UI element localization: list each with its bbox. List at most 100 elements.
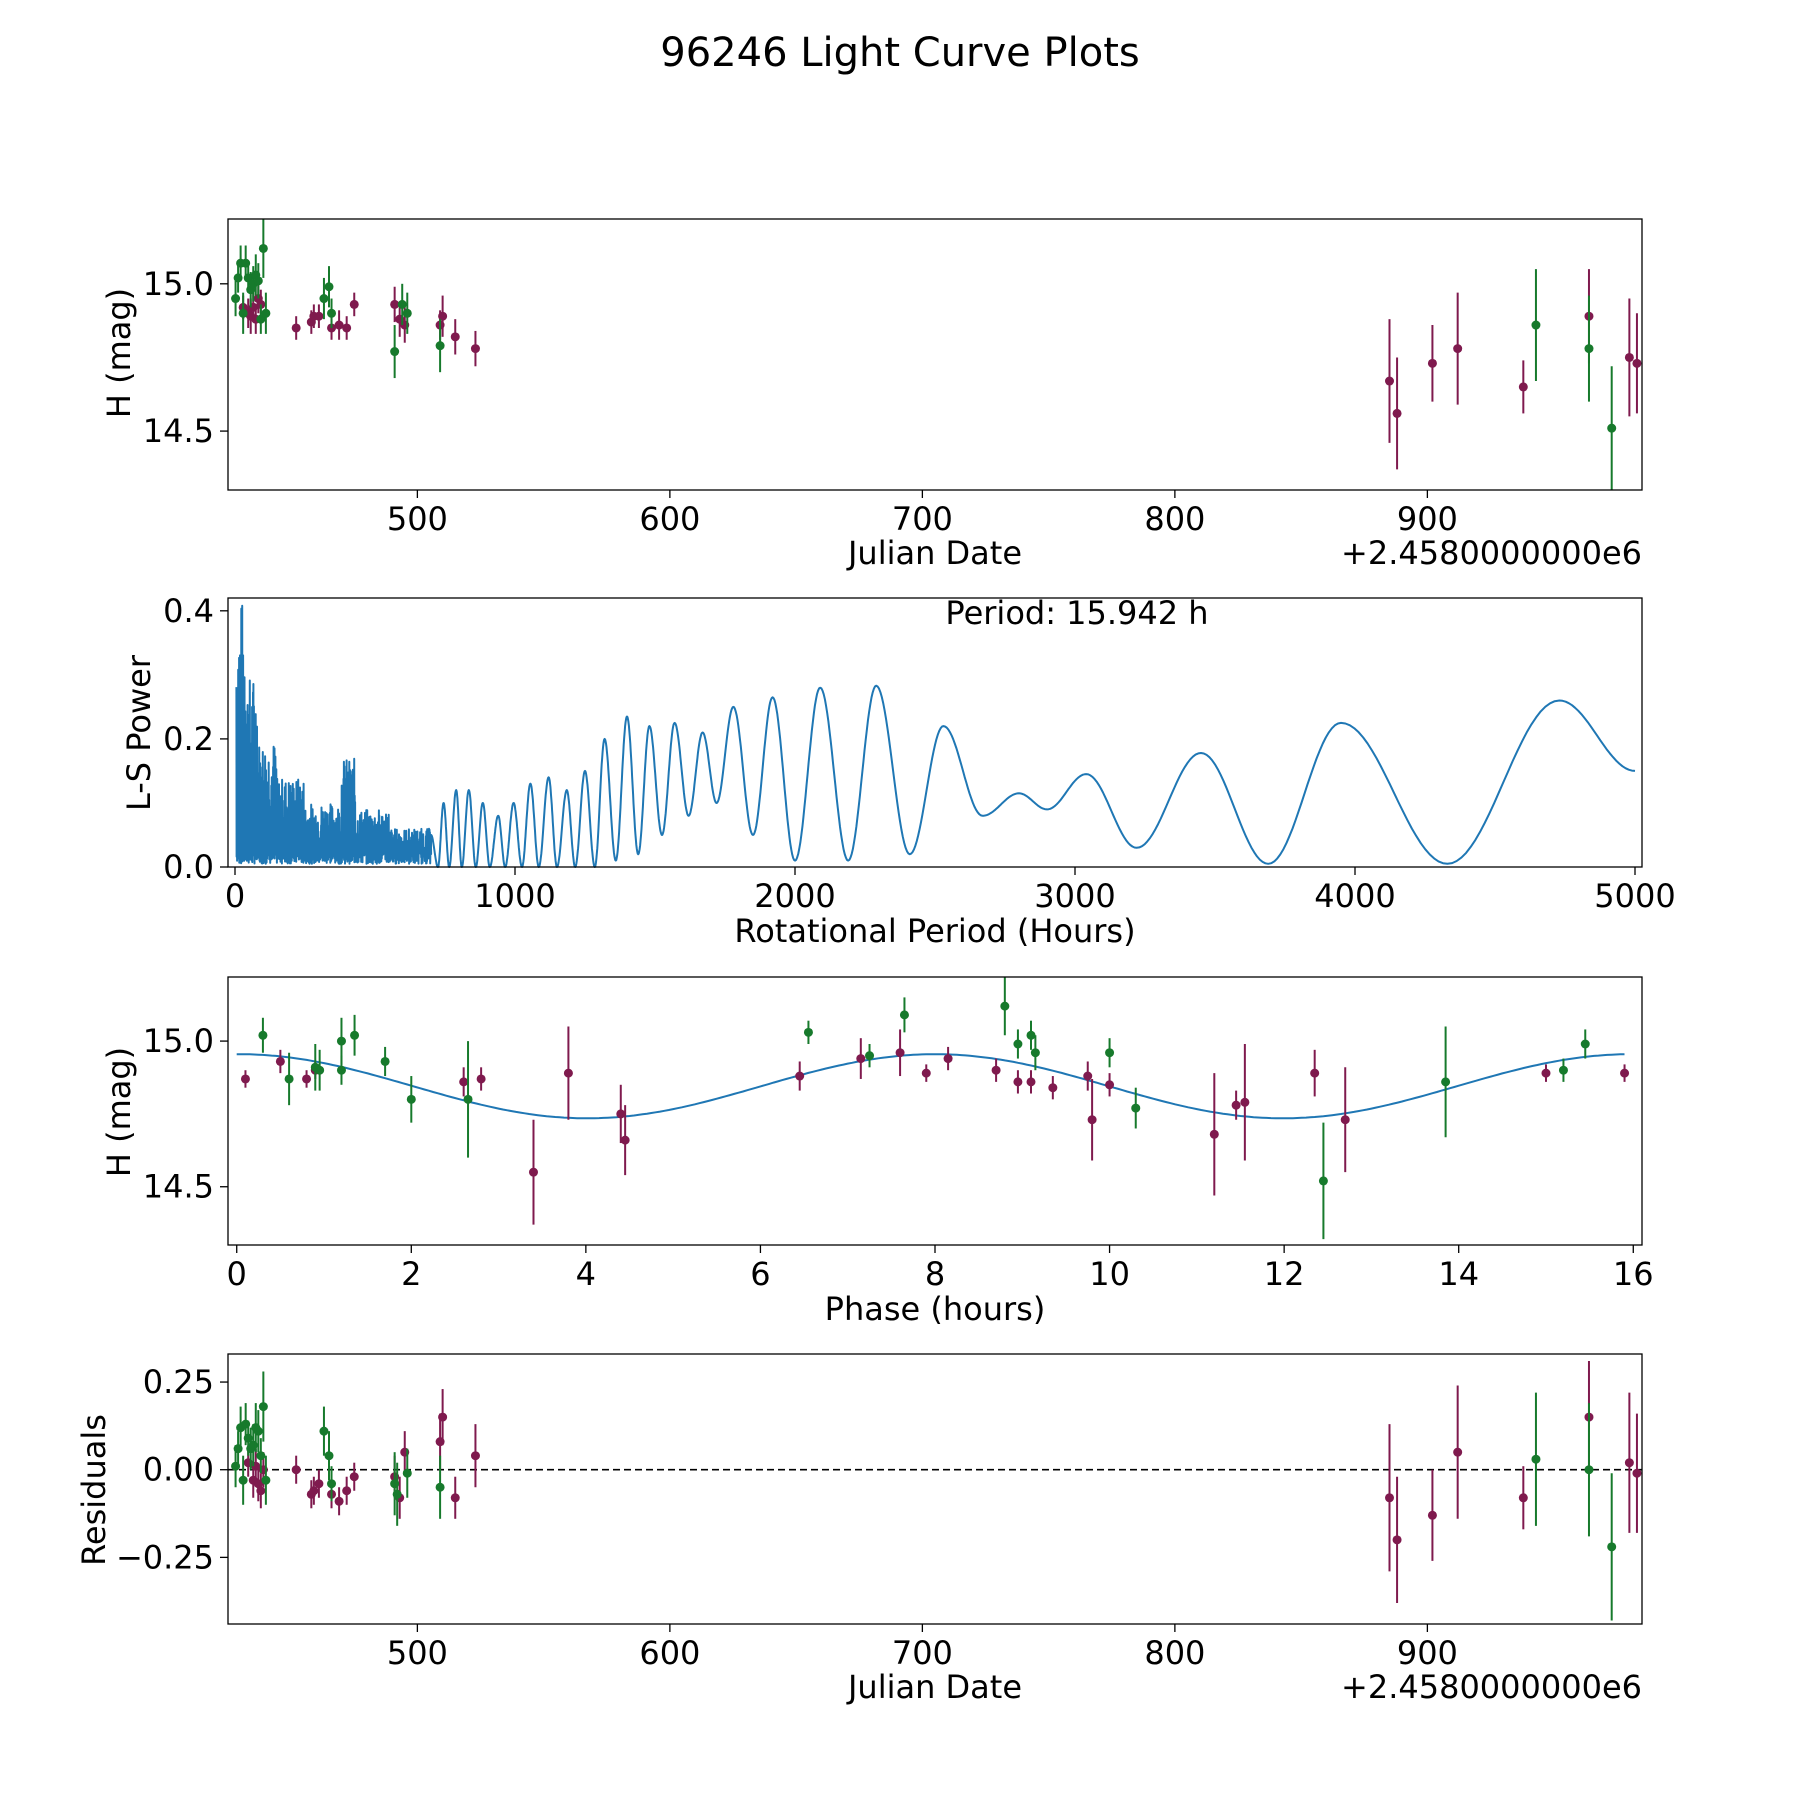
filter-a-point xyxy=(1625,353,1634,362)
x-tick-label: 2000 xyxy=(754,877,835,915)
x-tick-label: 14 xyxy=(1438,1255,1479,1293)
filter-a-point xyxy=(471,344,480,353)
phase-folded-xlabel: Phase (hours) xyxy=(825,1290,1046,1328)
filter-b-point xyxy=(1531,321,1540,330)
filter-a-point xyxy=(1027,1077,1036,1086)
filter-a-point xyxy=(256,1486,265,1495)
filter-b-point xyxy=(865,1051,874,1060)
filter-a-point xyxy=(1428,1511,1437,1520)
filter-a-point xyxy=(1625,1458,1634,1467)
filter-b-point xyxy=(900,1010,909,1019)
filter-a-point xyxy=(276,1057,285,1066)
filter-b-point xyxy=(254,1427,263,1436)
filter-b-point xyxy=(258,1031,267,1040)
y-tick-label: 0.00 xyxy=(143,1451,214,1489)
filter-a-point xyxy=(1519,382,1528,391)
filter-a-point xyxy=(1393,1535,1402,1544)
y-tick-label: 0.2 xyxy=(163,720,214,758)
y-tick-label: 15.0 xyxy=(143,265,214,303)
filter-b-point xyxy=(337,1066,346,1075)
filter-b-point xyxy=(1531,1455,1540,1464)
filter-b-point xyxy=(350,1031,359,1040)
filter-a-point xyxy=(564,1069,573,1078)
x-tick-label: 500 xyxy=(387,500,448,538)
filter-b-point xyxy=(1441,1077,1450,1086)
filter-a-point xyxy=(451,1493,460,1502)
x-tick-label: 4000 xyxy=(1314,877,1395,915)
x-tick-label: 900 xyxy=(1397,1634,1458,1672)
filter-b-point xyxy=(231,294,240,303)
filter-a-point xyxy=(1232,1101,1241,1110)
filter-a-point xyxy=(1013,1077,1022,1086)
residuals-offset-label: +2.4580000000e6 xyxy=(1341,1668,1642,1706)
filter-a-point xyxy=(335,1497,344,1506)
x-tick-label: 600 xyxy=(639,500,700,538)
filter-b-point xyxy=(436,1483,445,1492)
filter-b-point xyxy=(1581,1040,1590,1049)
filter-a-point xyxy=(621,1136,630,1145)
filter-b-point xyxy=(1013,1040,1022,1049)
y-tick-label: 0.25 xyxy=(143,1363,214,1401)
filter-a-point xyxy=(477,1074,486,1083)
filter-b-point xyxy=(804,1028,813,1037)
filter-a-point xyxy=(1519,1493,1528,1502)
light-curve-offset-label: +2.4580000000e6 xyxy=(1341,534,1642,572)
y-tick-label: 14.5 xyxy=(143,1168,214,1206)
periodogram-xlabel: Rotational Period (Hours) xyxy=(734,912,1135,950)
x-tick-label: 0 xyxy=(227,1255,247,1293)
filter-b-point xyxy=(261,1476,270,1485)
filter-b-point xyxy=(327,1479,336,1488)
period-annotation: Period: 15.942 h xyxy=(945,594,1208,632)
filter-a-point xyxy=(856,1054,865,1063)
filter-b-point xyxy=(403,1469,412,1478)
filter-b-point xyxy=(259,1402,268,1411)
x-tick-label: 900 xyxy=(1397,500,1458,538)
filter-a-point xyxy=(451,332,460,341)
x-tick-label: 2 xyxy=(401,1255,421,1293)
filter-a-point xyxy=(944,1054,953,1063)
figure: 96246 Light Curve Plots 500 600 700 800 9001… xyxy=(0,0,1800,1800)
x-tick-label: 800 xyxy=(1144,1634,1205,1672)
x-tick-label: 700 xyxy=(892,1634,953,1672)
filter-b-point xyxy=(285,1074,294,1083)
filter-b-point xyxy=(1607,424,1616,433)
light-curve-ylabel: H (mag) xyxy=(100,288,138,418)
filter-b-point xyxy=(1559,1066,1568,1075)
filter-b-point xyxy=(327,309,336,318)
filter-b-point xyxy=(1000,1002,1009,1011)
y-tick-label: −0.25 xyxy=(116,1538,214,1576)
filter-a-point xyxy=(1385,1493,1394,1502)
filter-b-point xyxy=(398,300,407,309)
filter-a-point xyxy=(241,1074,250,1083)
filter-b-point xyxy=(319,294,328,303)
filter-b-point xyxy=(464,1095,473,1104)
x-tick-label: 0 xyxy=(225,877,245,915)
light-curve-xlabel: Julian Date xyxy=(846,534,1022,572)
filter-a-point xyxy=(1632,359,1641,368)
x-tick-label: 8 xyxy=(925,1255,945,1293)
filter-a-point xyxy=(1105,1080,1114,1089)
x-tick-label: 16 xyxy=(1613,1255,1654,1293)
figure-title: 96246 Light Curve Plots xyxy=(660,30,1139,76)
x-tick-label: 500 xyxy=(387,1634,448,1672)
y-tick-label: 14.5 xyxy=(143,412,214,450)
filter-a-point xyxy=(1048,1083,1057,1092)
filter-b-point xyxy=(403,309,412,318)
filter-b-point xyxy=(254,276,263,285)
filter-b-point xyxy=(319,1427,328,1436)
filter-a-point xyxy=(1310,1069,1319,1078)
filter-b-point xyxy=(1105,1048,1114,1057)
filter-a-point xyxy=(302,1074,311,1083)
x-tick-label: 700 xyxy=(892,500,953,538)
filter-a-point xyxy=(314,312,323,321)
x-tick-label: 10 xyxy=(1089,1255,1130,1293)
filter-b-point xyxy=(390,347,399,356)
filter-a-point xyxy=(1393,409,1402,418)
filter-a-point xyxy=(992,1066,1001,1075)
x-tick-label: 1000 xyxy=(474,877,555,915)
y-tick-label: 0.4 xyxy=(163,592,214,630)
filter-a-point xyxy=(529,1168,538,1177)
filter-a-point xyxy=(1428,359,1437,368)
filter-a-point xyxy=(896,1048,905,1057)
x-tick-label: 6 xyxy=(750,1255,770,1293)
